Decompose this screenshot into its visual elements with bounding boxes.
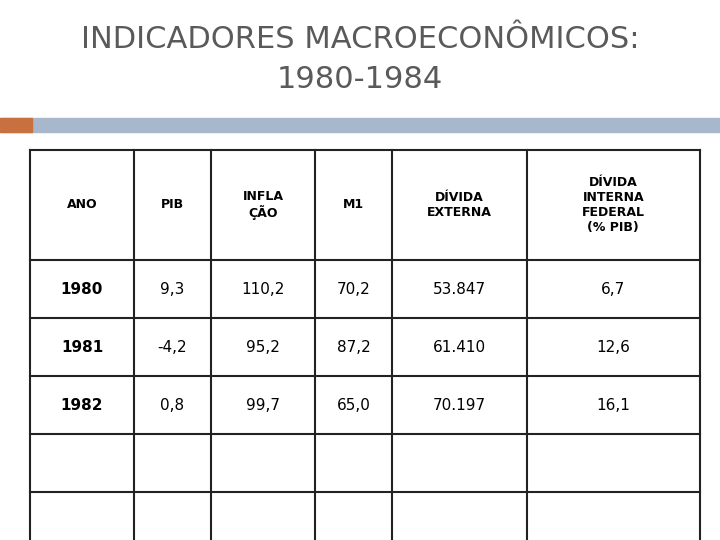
Text: 70,2: 70,2 xyxy=(336,281,370,296)
Text: 12,6: 12,6 xyxy=(596,340,630,354)
Text: 1982: 1982 xyxy=(60,397,103,413)
Text: 61.410: 61.410 xyxy=(433,340,486,354)
Text: 70.197: 70.197 xyxy=(433,397,486,413)
Text: 99,7: 99,7 xyxy=(246,397,280,413)
Text: 1980: 1980 xyxy=(60,281,103,296)
Text: DÍVIDA
INTERNA
FEDERAL
(% PIB): DÍVIDA INTERNA FEDERAL (% PIB) xyxy=(582,176,645,234)
Bar xyxy=(0,118,720,132)
Text: ANO: ANO xyxy=(67,199,97,212)
Text: 0,8: 0,8 xyxy=(161,397,184,413)
Text: INDICADORES MACROECONÔMICOS:: INDICADORES MACROECONÔMICOS: xyxy=(81,25,639,55)
Text: 6,7: 6,7 xyxy=(601,281,626,296)
Text: -4,2: -4,2 xyxy=(158,340,187,354)
Text: 95,2: 95,2 xyxy=(246,340,280,354)
Text: 65,0: 65,0 xyxy=(336,397,370,413)
Text: 1980-1984: 1980-1984 xyxy=(277,65,443,94)
Text: 9,3: 9,3 xyxy=(161,281,184,296)
Text: M1: M1 xyxy=(343,199,364,212)
Text: 110,2: 110,2 xyxy=(241,281,284,296)
Text: 53.847: 53.847 xyxy=(433,281,486,296)
Text: 16,1: 16,1 xyxy=(596,397,630,413)
Text: 1981: 1981 xyxy=(61,340,103,354)
Text: DÍVIDA
EXTERNA: DÍVIDA EXTERNA xyxy=(427,191,492,219)
Text: PIB: PIB xyxy=(161,199,184,212)
Bar xyxy=(0,118,32,132)
Text: 87,2: 87,2 xyxy=(336,340,370,354)
Text: INFLA
ÇÃO: INFLA ÇÃO xyxy=(243,190,284,220)
